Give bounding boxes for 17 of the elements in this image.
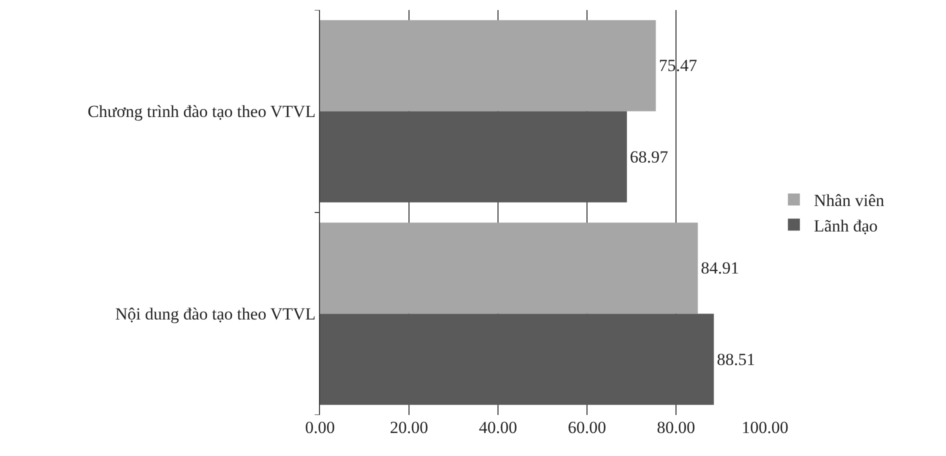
x-tick-label: 0.00 [305,418,335,437]
x-tick-label: 40.00 [478,418,518,437]
legend-label: Lãnh đạo [814,216,878,236]
x-tick-label: 20.00 [390,418,428,437]
x-tick-label: 100.00 [742,418,788,437]
data-label: 84.91 [700,258,740,278]
bar [320,20,656,112]
legend-label: Nhân viên [814,191,885,210]
y-tick-label: Chương trình đào tạo theo VTVL [88,102,316,122]
x-tick-label: 60.00 [568,418,606,437]
y-tick-label: Nội dung đào tạo theo VTVL [115,304,316,324]
data-label: 88.51 [716,350,756,369]
x-tick-label: 80.00 [656,418,696,437]
bar [320,314,714,405]
bar [320,111,627,202]
bar [320,222,698,314]
data-label: 68.97 [630,147,669,166]
